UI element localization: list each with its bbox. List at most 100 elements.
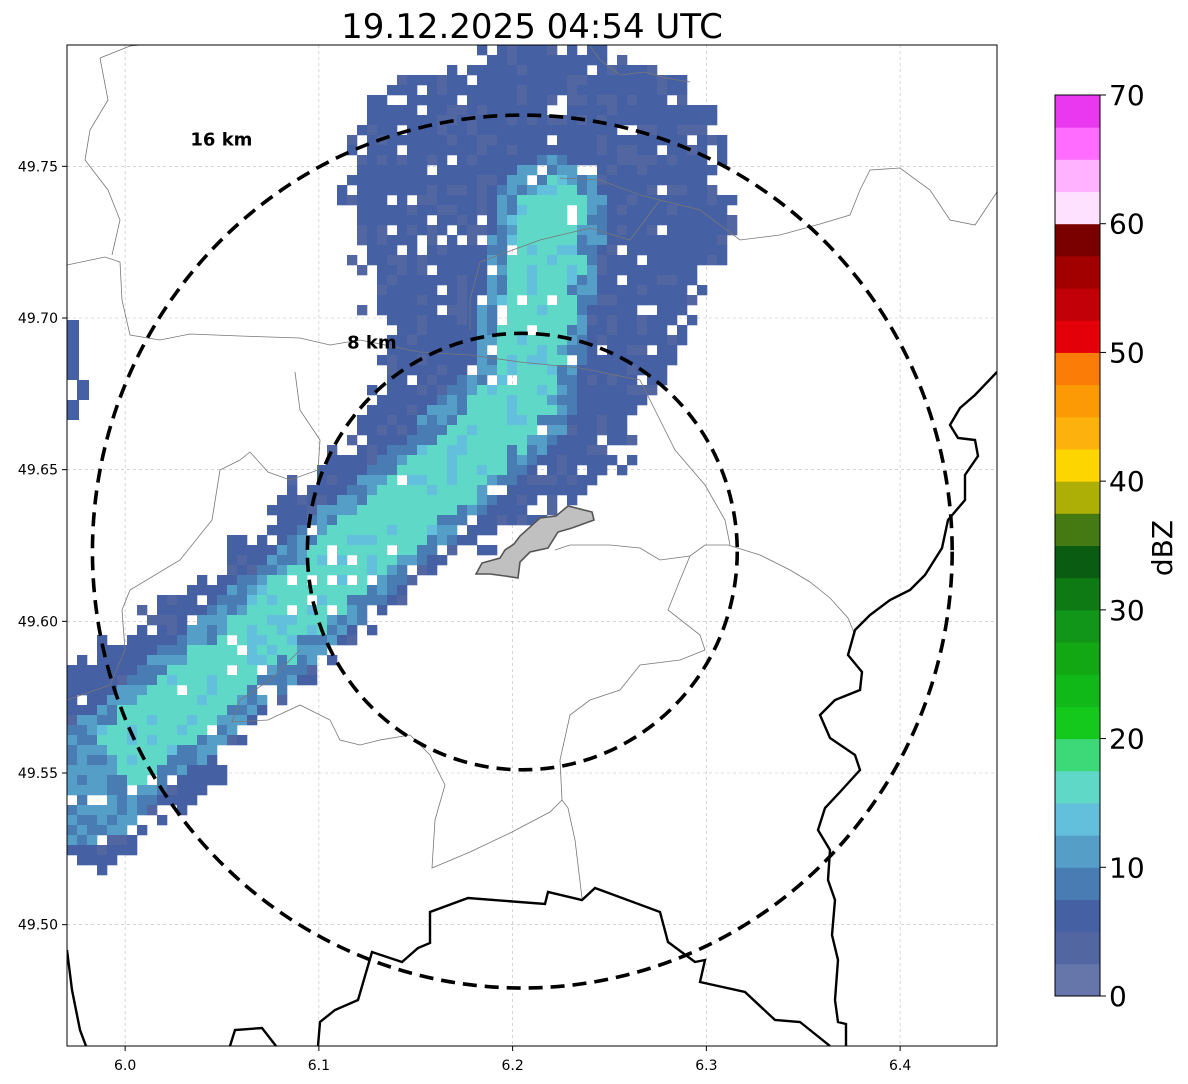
reflectivity-cell <box>147 675 158 686</box>
reflectivity-cell <box>407 335 418 346</box>
reflectivity-cell <box>697 135 708 146</box>
reflectivity-cell <box>627 205 638 216</box>
reflectivity-cell <box>367 535 378 546</box>
reflectivity-cell <box>317 535 328 546</box>
reflectivity-cell <box>607 165 618 176</box>
reflectivity-cell <box>517 165 528 176</box>
reflectivity-cell <box>357 155 368 166</box>
reflectivity-cell <box>627 405 638 416</box>
reflectivity-cell <box>587 315 598 326</box>
reflectivity-cell <box>637 145 648 156</box>
reflectivity-cell <box>487 545 498 556</box>
reflectivity-cell <box>187 675 198 686</box>
reflectivity-cell <box>87 735 98 746</box>
reflectivity-cell <box>417 335 428 346</box>
reflectivity-cell <box>597 135 608 146</box>
reflectivity-cell <box>487 155 498 166</box>
reflectivity-cell <box>587 375 598 386</box>
reflectivity-cell <box>87 715 98 726</box>
reflectivity-cell <box>567 455 578 466</box>
reflectivity-cell <box>627 325 638 336</box>
reflectivity-cell <box>717 135 728 146</box>
reflectivity-cell <box>77 845 88 856</box>
reflectivity-cell <box>507 345 518 356</box>
reflectivity-cell <box>417 375 428 386</box>
colorbar-segment <box>1055 835 1100 868</box>
reflectivity-cell <box>307 635 318 646</box>
reflectivity-cell <box>237 695 248 706</box>
reflectivity-cell <box>237 685 248 696</box>
reflectivity-cell <box>167 675 178 686</box>
reflectivity-cell <box>577 255 588 266</box>
reflectivity-cell <box>267 555 278 566</box>
reflectivity-cell <box>267 675 278 686</box>
reflectivity-cell <box>117 665 128 676</box>
reflectivity-cell <box>317 545 328 556</box>
reflectivity-cell <box>657 255 668 266</box>
reflectivity-cell <box>447 285 458 296</box>
reflectivity-cell <box>507 515 518 526</box>
reflectivity-cell <box>417 265 428 276</box>
reflectivity-cell <box>587 405 598 416</box>
reflectivity-cell <box>697 255 708 266</box>
reflectivity-cell <box>407 205 418 216</box>
reflectivity-cell <box>467 395 478 406</box>
reflectivity-cell <box>297 555 308 566</box>
reflectivity-cell <box>487 95 498 106</box>
reflectivity-cell <box>207 605 218 616</box>
reflectivity-cell <box>567 345 578 356</box>
reflectivity-cell <box>177 765 188 776</box>
reflectivity-cell <box>507 275 518 286</box>
reflectivity-cell <box>657 285 668 296</box>
reflectivity-cell <box>707 215 718 226</box>
reflectivity-cell <box>587 325 598 336</box>
reflectivity-cell <box>667 205 678 216</box>
reflectivity-cell <box>587 125 598 136</box>
reflectivity-cell <box>587 145 598 156</box>
reflectivity-cell <box>147 715 158 726</box>
reflectivity-cell <box>117 815 128 826</box>
reflectivity-cell <box>147 685 158 696</box>
reflectivity-cell <box>137 755 148 766</box>
reflectivity-cell <box>117 695 128 706</box>
colorbar-tick-label: 70 <box>1109 79 1145 112</box>
reflectivity-cell <box>407 405 418 416</box>
reflectivity-cell <box>407 505 418 516</box>
reflectivity-cell <box>417 255 428 266</box>
reflectivity-cell <box>317 605 328 616</box>
reflectivity-cell <box>707 205 718 216</box>
reflectivity-cell <box>487 335 498 346</box>
reflectivity-cell <box>597 175 608 186</box>
reflectivity-cell <box>557 205 568 216</box>
reflectivity-cell <box>457 255 468 266</box>
reflectivity-cell <box>607 235 618 246</box>
reflectivity-cell <box>607 435 618 446</box>
reflectivity-cell <box>437 215 448 226</box>
reflectivity-cell <box>167 625 178 636</box>
reflectivity-cell <box>547 55 558 66</box>
reflectivity-cell <box>517 375 528 386</box>
reflectivity-cell <box>657 215 668 226</box>
reflectivity-cell <box>567 495 578 506</box>
reflectivity-cell <box>597 355 608 366</box>
reflectivity-cell <box>667 195 678 206</box>
reflectivity-cell <box>467 305 478 316</box>
reflectivity-cell <box>437 205 448 216</box>
reflectivity-cell <box>477 505 488 516</box>
reflectivity-cell <box>497 115 508 126</box>
reflectivity-cell <box>477 485 488 496</box>
reflectivity-cell <box>597 385 608 396</box>
reflectivity-cell <box>417 365 428 376</box>
reflectivity-cell <box>367 195 378 206</box>
reflectivity-cell <box>477 275 488 286</box>
reflectivity-cell <box>287 535 298 546</box>
reflectivity-cell <box>587 425 598 436</box>
reflectivity-cell <box>357 535 368 546</box>
reflectivity-cell <box>397 525 408 536</box>
reflectivity-cell <box>517 305 528 316</box>
reflectivity-cell <box>67 805 78 816</box>
reflectivity-cell <box>437 115 448 126</box>
reflectivity-cell <box>397 505 408 516</box>
reflectivity-cell <box>97 855 108 866</box>
